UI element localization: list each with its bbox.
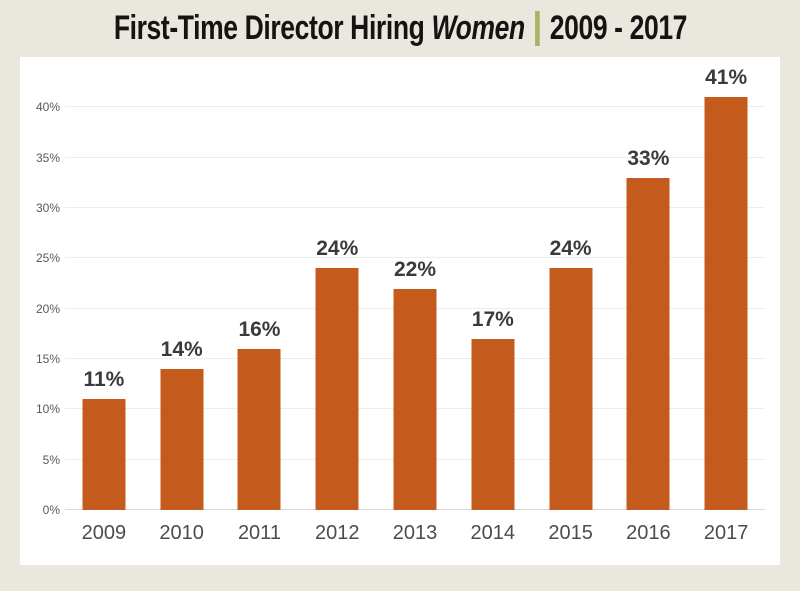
bar-value-label-2017: 41%: [705, 66, 748, 90]
bar-slot-2014: 17%: [454, 57, 532, 510]
bar-value-label-2013: 22%: [394, 257, 437, 281]
bar-2017: [704, 97, 748, 510]
y-axis-tick-label: 5%: [42, 452, 60, 467]
y-axis-tick-label: 10%: [35, 402, 60, 417]
chart-title-inner: First-Time Director Hiring Women 2009 - …: [113, 9, 687, 48]
bar-slot-2013: 22%: [376, 57, 454, 510]
x-axis-label-2017: 2017: [703, 522, 749, 544]
gridline: [65, 207, 765, 208]
bar-value-label-2010: 14%: [160, 338, 203, 362]
bar-2013: [393, 288, 437, 510]
x-axis-label-2015: 2015: [548, 522, 593, 544]
bar-value-label-2014: 17%: [471, 307, 514, 331]
bar-slot-2015: 24%: [532, 57, 610, 510]
gridline: [65, 156, 765, 158]
x-axis-label-2016: 2016: [626, 522, 671, 544]
bar-value-label-2016: 33%: [627, 146, 670, 170]
x-axis-label-2011: 2011: [237, 522, 281, 544]
y-axis-tick-label: 30%: [35, 201, 60, 215]
x-axis-label-2009: 2009: [81, 522, 127, 544]
bar-2011: [237, 348, 281, 510]
x-axis-label-2013: 2013: [392, 522, 438, 544]
chart-panel: 0% 5% 10% 15% 20% 25% 30% 35% 40% 11% 14% 16% 24% 22%…: [20, 57, 780, 565]
bar-slot-2009: 11%: [65, 57, 143, 510]
bar-slot-2011: 16%: [221, 57, 299, 510]
bars: 11% 14% 16% 24% 22% 17% 24% 33% 41%: [65, 57, 765, 510]
title-period: 2009 - 2017: [549, 9, 687, 47]
bar-2010: [160, 369, 204, 510]
y-axis-tick-label: 0%: [42, 503, 60, 517]
bar-slot-2010: 14%: [143, 57, 221, 510]
bar-slot-2012: 24%: [298, 57, 376, 510]
y-axis-tick-label: 15%: [35, 352, 60, 366]
y-axis-tick-label: 35%: [35, 150, 60, 165]
title-emphasis: Women: [431, 9, 525, 47]
y-axis-tick-label: 40%: [35, 100, 60, 115]
x-axis-label-2012: 2012: [314, 522, 360, 544]
chart-title: First-Time Director Hiring Women 2009 - …: [0, 0, 800, 57]
bar-2016: [626, 177, 670, 510]
x-axis-label-2014: 2014: [470, 522, 516, 544]
bar-value-label-2012: 24%: [316, 237, 359, 261]
bar-2009: [82, 399, 126, 510]
bar-slot-2016: 33%: [609, 57, 687, 510]
gridline: [65, 106, 765, 108]
bar-slot-2017: 41%: [687, 57, 765, 510]
plot-area: 0% 5% 10% 15% 20% 25% 30% 35% 40% 11% 14% 16% 24% 22%…: [36, 57, 765, 517]
bar-2014: [471, 338, 515, 510]
x-axis-label-2010: 2010: [159, 522, 204, 544]
y-axis-tick-label: 25%: [35, 251, 60, 266]
title-separator-bar: [534, 11, 540, 46]
title-text: First-Time Director Hiring: [113, 9, 425, 47]
bar-value-label-2015: 24%: [549, 237, 592, 261]
bar-2015: [549, 268, 593, 510]
bar-value-label-2009: 11%: [83, 368, 125, 392]
bar-2012: [315, 268, 359, 510]
x-axis-labels: 2009 2010 2011 2012 2013 2014 2015 2016 2017: [65, 510, 765, 545]
gridline: [65, 257, 765, 259]
bar-value-label-2011: 16%: [238, 317, 281, 341]
y-axis-tick-label: 20%: [35, 301, 60, 316]
